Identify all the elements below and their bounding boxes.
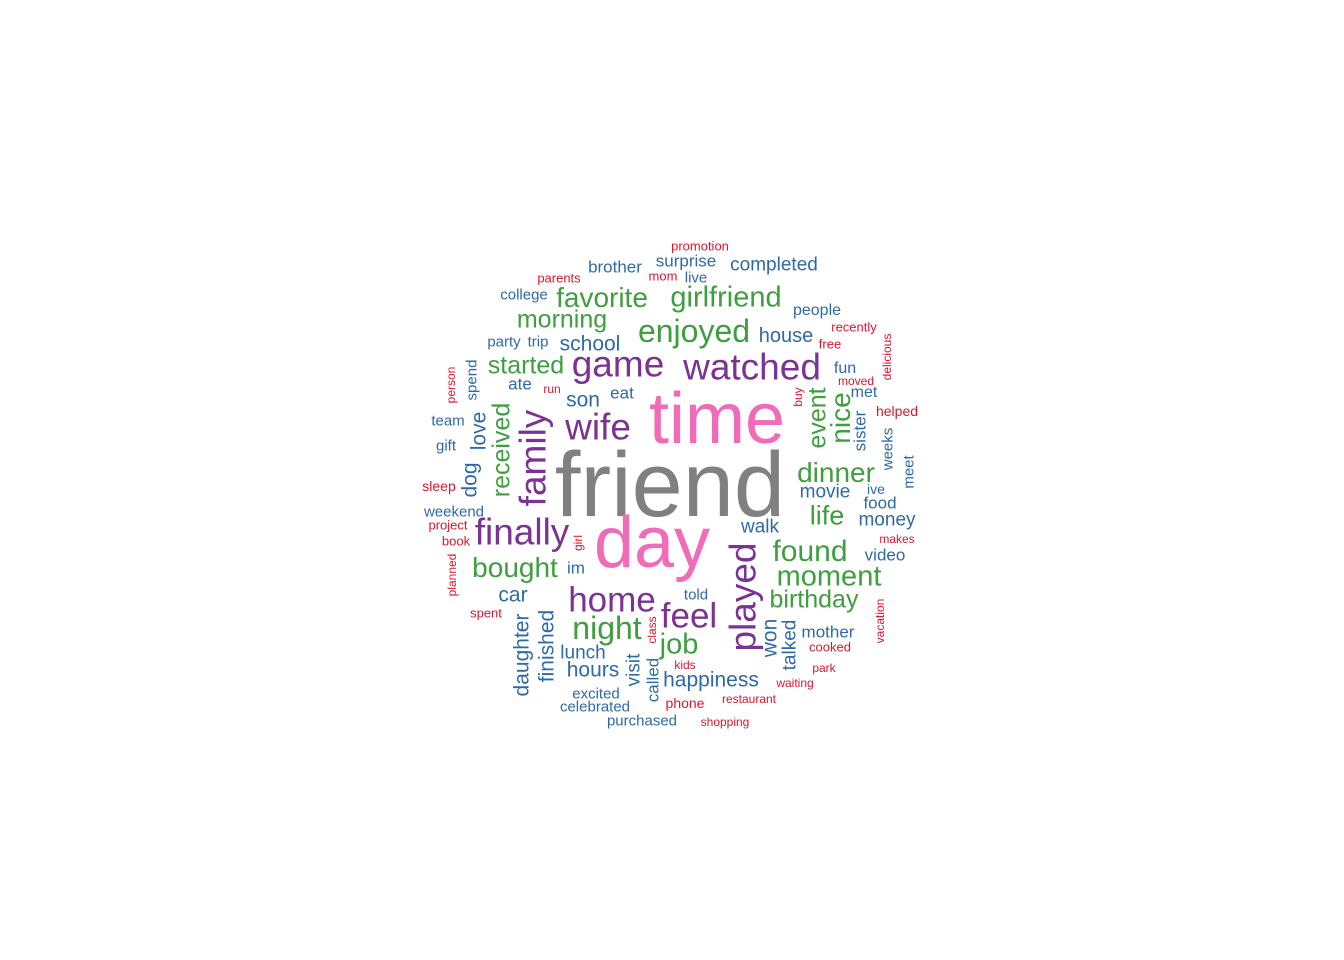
word-buy: buy bbox=[791, 387, 805, 407]
word-trip: trip bbox=[527, 333, 549, 351]
word-won: won bbox=[758, 618, 782, 658]
word-purchased: purchased bbox=[606, 712, 678, 730]
word-morning: morning bbox=[516, 305, 608, 334]
word-vacation: vacation bbox=[873, 598, 887, 644]
word-game: game bbox=[571, 343, 665, 385]
word-movie: movie bbox=[799, 481, 851, 503]
word-live: live bbox=[684, 269, 708, 287]
word-free: free bbox=[818, 336, 842, 352]
word-dinner: dinner bbox=[797, 457, 875, 488]
word-college: college bbox=[500, 286, 548, 304]
word-ive: ive bbox=[867, 481, 885, 497]
word-school: school bbox=[559, 332, 621, 356]
word-surprise: surprise bbox=[655, 251, 717, 271]
word-mom: mom bbox=[648, 268, 678, 284]
word-people: people bbox=[792, 302, 842, 319]
word-watched: watched bbox=[683, 346, 821, 388]
word-found: found bbox=[772, 535, 848, 568]
word-restaurant: restaurant bbox=[721, 692, 777, 706]
word-fun: fun bbox=[833, 360, 857, 377]
word-love: love bbox=[467, 411, 491, 451]
word-bought: bought bbox=[472, 552, 558, 583]
word-cooked: cooked bbox=[809, 639, 851, 655]
word-gift: gift bbox=[435, 437, 457, 455]
word-birthday: birthday bbox=[769, 585, 859, 614]
word-promotion: promotion bbox=[671, 238, 729, 254]
word-received: received bbox=[487, 402, 516, 498]
word-finally: finally bbox=[474, 511, 570, 553]
word-excited: excited bbox=[572, 685, 620, 703]
word-moment: moment bbox=[776, 560, 882, 593]
word-phone: phone bbox=[665, 695, 705, 711]
word-started: started bbox=[487, 351, 565, 380]
word-night: night bbox=[572, 610, 642, 646]
word-life: life bbox=[809, 500, 845, 531]
word-makes: makes bbox=[879, 532, 915, 546]
word-ate: ate bbox=[508, 374, 532, 394]
word-day: day bbox=[593, 503, 711, 583]
word-happiness: happiness bbox=[663, 668, 759, 692]
word-eat: eat bbox=[610, 383, 634, 403]
word-time: time bbox=[648, 379, 786, 459]
word-weeks: weeks bbox=[879, 427, 897, 471]
word-feel: feel bbox=[660, 596, 718, 636]
word-park: park bbox=[812, 661, 836, 675]
word-moved: moved bbox=[837, 374, 875, 388]
word-spend: spend bbox=[463, 359, 481, 401]
word-called: called bbox=[643, 657, 663, 703]
word-video: video bbox=[864, 545, 906, 565]
word-project: project bbox=[428, 517, 468, 533]
word-sleep: sleep bbox=[422, 478, 456, 494]
word-weekend: weekend bbox=[423, 503, 485, 521]
word-daughter: daughter bbox=[510, 613, 534, 697]
word-son: son bbox=[566, 388, 600, 412]
word-run: run bbox=[543, 382, 561, 396]
word-planned: planned bbox=[445, 553, 459, 597]
word-parents: parents bbox=[537, 270, 581, 286]
word-mother: mother bbox=[801, 622, 855, 642]
word-girlfriend: girlfriend bbox=[670, 281, 782, 314]
word-told: told bbox=[683, 586, 709, 604]
word-friend: friend bbox=[554, 434, 786, 536]
word-book: book bbox=[441, 533, 471, 549]
word-lunch: lunch bbox=[560, 642, 606, 664]
word-kids: kids bbox=[674, 658, 696, 672]
word-car: car bbox=[498, 583, 528, 607]
word-walk: walk bbox=[740, 516, 780, 538]
word-celebrated: celebrated bbox=[559, 698, 631, 716]
word-brother: brother bbox=[588, 257, 642, 277]
word-party: party bbox=[487, 333, 521, 351]
word-meet: meet bbox=[900, 455, 918, 489]
word-shopping: shopping bbox=[700, 715, 750, 729]
word-spent: spent bbox=[470, 605, 502, 621]
word-food: food bbox=[863, 493, 897, 513]
word-waiting: waiting bbox=[776, 676, 814, 690]
word-sister: sister bbox=[850, 410, 870, 452]
word-house: house bbox=[758, 325, 814, 347]
word-money: money bbox=[858, 509, 916, 531]
word-favorite: favorite bbox=[556, 282, 648, 313]
word-helped: helped bbox=[875, 403, 919, 419]
word-team: team bbox=[431, 412, 465, 430]
word-person: person bbox=[444, 366, 458, 404]
word-visit: visit bbox=[623, 653, 645, 687]
word-recently: recently bbox=[831, 319, 877, 335]
word-completed: completed bbox=[730, 254, 818, 276]
word-enjoyed: enjoyed bbox=[637, 313, 751, 349]
word-im: im bbox=[567, 558, 585, 578]
word-wife: wife bbox=[565, 406, 631, 448]
word-delicious: delicious bbox=[880, 333, 894, 381]
word-family: family bbox=[512, 409, 554, 507]
word-finished: finished bbox=[535, 609, 559, 683]
word-job: job bbox=[659, 628, 699, 661]
word-hours: hours bbox=[566, 658, 620, 682]
word-girl: girl bbox=[571, 534, 585, 552]
word-dog: dog bbox=[458, 462, 482, 498]
word-home: home bbox=[568, 580, 656, 620]
word-talked: talked bbox=[779, 619, 801, 671]
word-met: met bbox=[850, 384, 878, 401]
word-played: played bbox=[722, 542, 764, 652]
word-class: class bbox=[645, 616, 659, 644]
